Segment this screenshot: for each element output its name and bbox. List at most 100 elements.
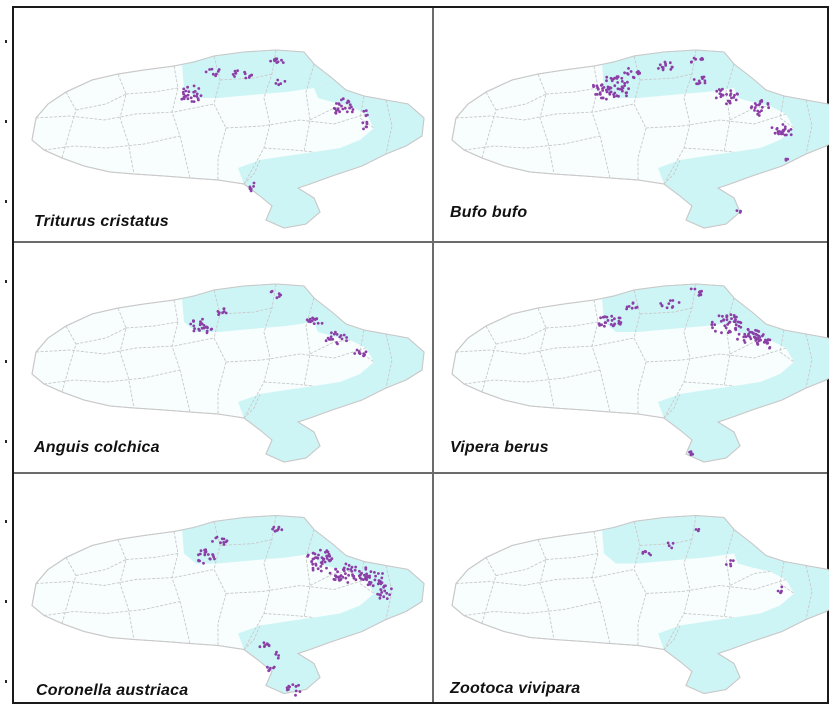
occurrence-point	[211, 72, 215, 76]
occurrence-point	[353, 352, 357, 355]
region-border	[243, 49, 277, 185]
occurrence-point	[738, 211, 742, 214]
occurrence-point	[234, 71, 238, 75]
occurrence-point	[336, 108, 340, 112]
occurrence-point	[317, 553, 320, 557]
region-border	[805, 333, 813, 389]
occurrence-point	[316, 567, 320, 571]
occurrence-point	[222, 541, 226, 544]
region-border	[779, 95, 795, 129]
occurrence-point	[634, 306, 638, 310]
occurrence-point	[738, 320, 742, 324]
distribution-range	[658, 312, 829, 462]
region-border	[35, 103, 215, 121]
occurrence-point	[722, 318, 726, 322]
occurrence-point	[348, 103, 352, 107]
occurrence-point	[327, 558, 331, 562]
occurrence-point	[789, 128, 793, 131]
occurrence-point	[310, 560, 313, 564]
region-border	[645, 579, 787, 594]
occurrence-point	[725, 318, 729, 321]
region-border	[779, 329, 795, 363]
occurrence-point	[316, 321, 320, 325]
occurrence-point	[615, 77, 619, 80]
occurrence-point	[601, 315, 605, 319]
occurrence-point	[358, 569, 361, 573]
occurrence-point	[281, 61, 285, 64]
occurrence-point	[325, 554, 329, 558]
region-border	[309, 339, 351, 355]
occurrence-point	[312, 322, 316, 325]
occurrence-point	[346, 99, 350, 103]
occurrence-point	[258, 645, 262, 649]
occurrence-point	[344, 576, 348, 580]
region-border	[683, 613, 735, 618]
occurrence-point	[352, 576, 356, 580]
occurrence-point	[723, 324, 727, 328]
occurrence-point	[364, 566, 368, 570]
occurrence-point	[781, 130, 785, 133]
occurrence-point	[325, 557, 329, 560]
occurrence-point	[298, 690, 302, 693]
occurrence-point	[620, 85, 624, 89]
occurrence-point	[378, 596, 382, 600]
occurrence-point	[765, 342, 769, 345]
occurrence-point	[332, 332, 336, 336]
region-border	[243, 159, 261, 185]
occurrence-point	[721, 93, 725, 97]
occurrence-point	[730, 96, 733, 100]
occurrence-point	[294, 689, 298, 693]
occurrence-point	[750, 330, 754, 334]
occurrence-point	[219, 541, 222, 545]
occurrence-point	[326, 336, 330, 340]
edge-mark	[5, 120, 7, 123]
occurrence-point	[714, 329, 717, 333]
region-border	[75, 327, 127, 345]
occurrence-point	[271, 527, 274, 531]
distribution-range	[602, 284, 752, 332]
occurrence-point	[186, 85, 190, 89]
occurrence-point	[198, 559, 202, 563]
occurrence-point	[768, 346, 771, 350]
occurrence-point	[629, 70, 633, 73]
occurrence-point	[714, 96, 718, 100]
occurrence-point	[381, 572, 384, 575]
occurrence-point	[366, 583, 370, 587]
region-border	[545, 553, 599, 560]
region-border	[455, 103, 635, 121]
species-label: Vipera berus	[450, 439, 549, 456]
occurrence-point	[222, 307, 226, 311]
edge-mark	[5, 520, 7, 523]
occurrence-point	[753, 106, 757, 110]
occurrence-point	[756, 112, 760, 116]
occurrence-point	[623, 84, 626, 87]
region-border	[43, 601, 181, 616]
occurrence-point	[345, 339, 348, 343]
occurrence-point	[599, 316, 602, 320]
occurrence-point	[766, 102, 770, 105]
country-border	[451, 49, 829, 229]
region-border	[219, 73, 273, 81]
occurrence-point	[777, 130, 781, 133]
occurrence-point	[608, 86, 612, 89]
occurrence-point	[670, 65, 674, 69]
panel-divider-horizontal	[14, 472, 827, 474]
occurrence-point	[249, 189, 253, 193]
region-border	[303, 63, 315, 153]
country-border	[31, 283, 425, 463]
occurrence-point	[262, 641, 266, 645]
occurrence-point	[192, 324, 196, 328]
region-border	[385, 333, 393, 389]
occurrence-point	[337, 103, 341, 106]
occurrence-point	[644, 550, 648, 554]
occurrence-point	[349, 568, 353, 571]
region-border	[385, 565, 393, 620]
occurrence-point	[276, 78, 280, 82]
occurrence-point	[192, 100, 196, 103]
region-border	[723, 297, 735, 387]
occurrence-point	[182, 95, 186, 99]
occurrence-point	[613, 317, 616, 321]
region-border	[481, 557, 497, 624]
occurrence-point	[766, 338, 770, 341]
occurrence-point	[308, 317, 312, 321]
